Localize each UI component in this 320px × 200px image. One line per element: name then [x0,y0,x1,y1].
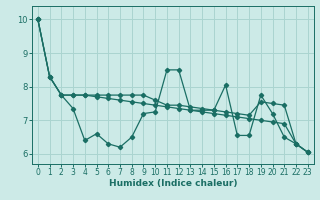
X-axis label: Humidex (Indice chaleur): Humidex (Indice chaleur) [108,179,237,188]
